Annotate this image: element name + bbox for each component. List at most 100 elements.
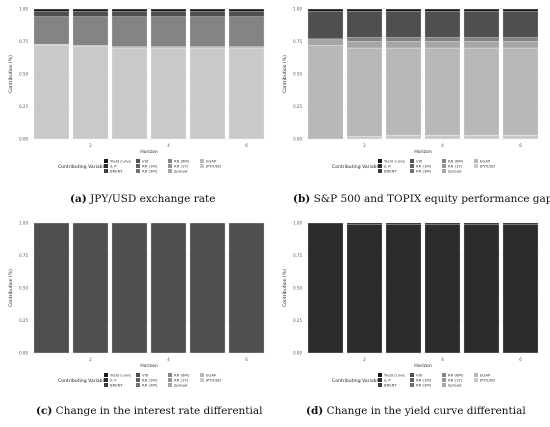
- legend-entry: RR (1M): [142, 377, 158, 382]
- legend-entry: RR (3M): [416, 168, 432, 173]
- legend-entry: RR (1M): [416, 163, 432, 168]
- legend-entry: Δ i*: [110, 163, 117, 168]
- legend-entry: VIX: [142, 158, 149, 163]
- legend-swatch: [200, 378, 204, 382]
- bar-segment: [189, 16, 226, 47]
- y-tick-label: 0.25: [19, 318, 28, 323]
- chart-panel-3: 0.00 0.25 0.50 0.75 1.00 2 4 6 Horizon Contributi…: [282, 221, 540, 387]
- x-tick-label: 4: [441, 143, 444, 148]
- bar-segment: [307, 11, 344, 40]
- legend-swatch: [168, 378, 172, 382]
- x-tick-label: 2: [89, 143, 92, 148]
- bar-segment: [228, 16, 265, 47]
- y-tick-label: 1.00: [293, 221, 302, 226]
- bar-segment: [72, 222, 109, 354]
- legend-entry: EGAP: [206, 372, 217, 377]
- legend-swatch: [474, 159, 478, 163]
- caption-a: (a) JPY/USD exchange rate: [70, 193, 216, 205]
- legend-swatch: [168, 159, 172, 163]
- legend-entry: JPY/USD: [479, 377, 495, 382]
- legend-swatch: [442, 383, 446, 387]
- legend-entry: RR (6M): [448, 372, 464, 377]
- y-tick-label: 0.25: [19, 104, 28, 109]
- x-tick-label: 2: [363, 357, 366, 362]
- legend-entry: BRENT: [110, 168, 123, 173]
- x-tick-label: 4: [441, 357, 444, 362]
- y-tick-label: 0.25: [293, 318, 302, 323]
- bar-segment: [228, 11, 265, 17]
- legend-swatch: [410, 383, 414, 387]
- bar-segment: [424, 37, 461, 42]
- bar-segment: [502, 37, 539, 42]
- legend-entry: Yield curve: [110, 158, 132, 163]
- x-axis-title: Horizon: [414, 363, 432, 369]
- bar-segment: [33, 43, 70, 46]
- bar-segment: [111, 16, 148, 47]
- bar-segment: [346, 222, 383, 225]
- bar-segment: [189, 222, 226, 354]
- legend-entry: RR (6M): [448, 158, 464, 163]
- legend-entry: Yield curve: [110, 372, 132, 377]
- bar-segment: [33, 16, 70, 45]
- legend-entry: RR (3M): [416, 382, 432, 387]
- legend-swatch: [378, 378, 382, 382]
- bar-segment: [307, 8, 344, 12]
- legend-entry: JPY/USD: [205, 377, 221, 382]
- x-tick-label: 6: [245, 143, 248, 148]
- legend-swatch: [104, 373, 108, 377]
- legend-entry: Δ i*: [110, 377, 117, 382]
- bar-segment: [72, 16, 109, 46]
- bar-segment: [72, 46, 109, 140]
- x-tick-label: 2: [363, 143, 366, 148]
- legend-entry: RR (6M): [174, 372, 190, 377]
- legend-swatch: [200, 373, 204, 377]
- legend-entry: Spread: [448, 168, 462, 173]
- bar-segment: [502, 47, 539, 136]
- x-tick-label: 6: [519, 357, 522, 362]
- legend-entry: EGAP: [480, 372, 491, 377]
- y-tick-label: 0.75: [293, 39, 302, 44]
- bar-segment: [346, 41, 383, 49]
- y-tick-label: 0.50: [19, 286, 28, 291]
- bar-segment: [502, 11, 539, 38]
- legend-swatch: [168, 164, 172, 168]
- bar-segment: [111, 11, 148, 17]
- y-tick-label: 1.00: [293, 7, 302, 12]
- y-tick-label: 0.00: [19, 137, 28, 142]
- bar-segment: [502, 134, 539, 140]
- legend-entry: RR (1Y): [174, 163, 189, 168]
- bar-segment: [307, 222, 344, 354]
- legend-swatch: [474, 378, 478, 382]
- y-tick-label: 0.75: [19, 39, 28, 44]
- bar-segment: [424, 134, 461, 140]
- bar-segment: [228, 8, 265, 12]
- legend-entry: RR (1Y): [448, 163, 463, 168]
- legend-swatch: [378, 373, 382, 377]
- legend-swatch: [442, 164, 446, 168]
- bar-segment: [385, 47, 422, 136]
- legend-entry: RR (3M): [142, 382, 158, 387]
- legend-entry: VIX: [142, 372, 149, 377]
- x-tick-label: 4: [167, 143, 170, 148]
- bar-segment: [463, 134, 500, 140]
- legend-swatch: [104, 383, 108, 387]
- legend-swatch: [410, 159, 414, 163]
- legend-entry: Spread: [174, 168, 188, 173]
- bar-segment: [150, 11, 187, 17]
- legend-entry: BRENT: [384, 382, 397, 387]
- bar-segment: [307, 45, 344, 140]
- bar-segment: [150, 8, 187, 12]
- bar-segment: [189, 47, 226, 140]
- legend-swatch: [104, 378, 108, 382]
- bar-segment: [463, 8, 500, 12]
- legend-swatch: [474, 373, 478, 377]
- legend-entry: EGAP: [480, 158, 491, 163]
- bar-segment: [33, 8, 70, 12]
- y-tick-label: 1.00: [19, 7, 28, 12]
- y-tick-label: 0.25: [293, 104, 302, 109]
- bar-segment: [346, 8, 383, 12]
- legend-swatch: [410, 169, 414, 173]
